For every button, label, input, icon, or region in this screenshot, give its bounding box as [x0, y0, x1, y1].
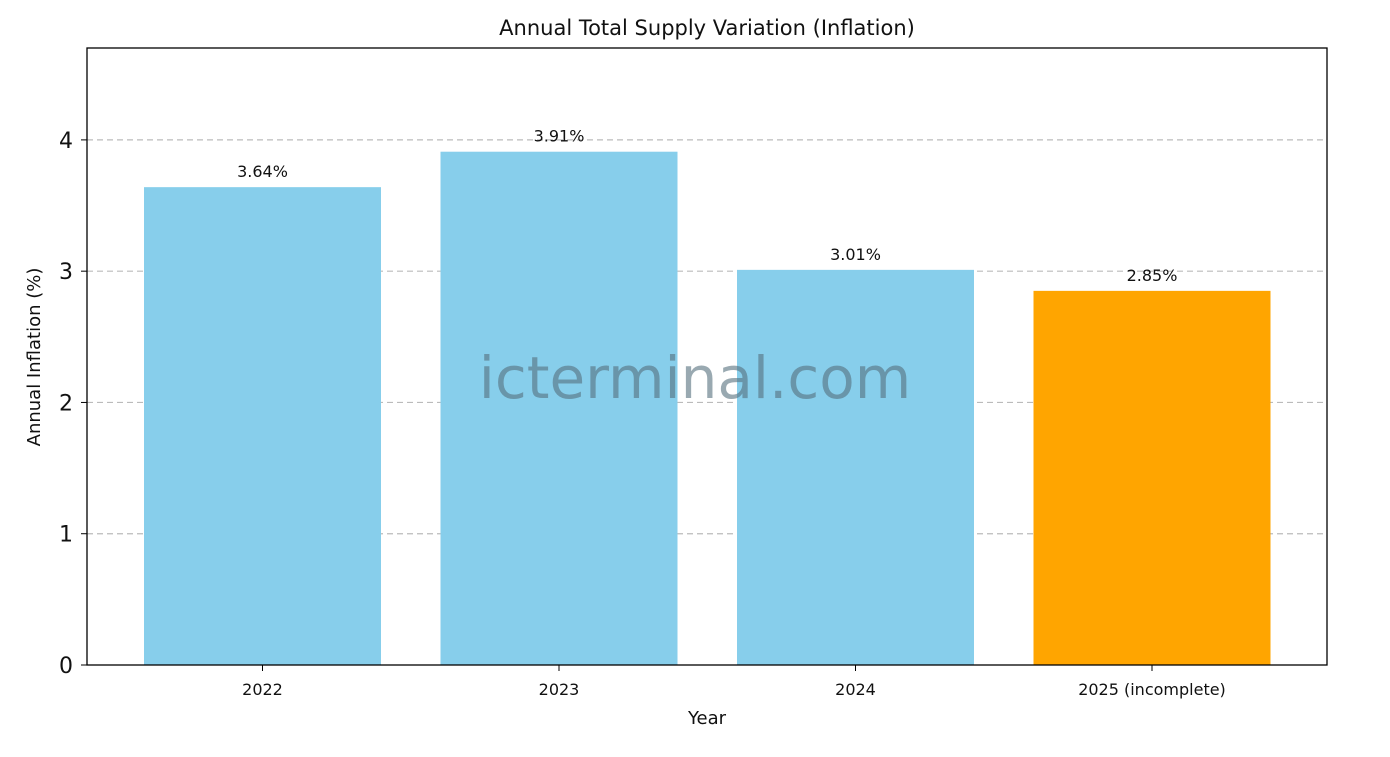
x-tick-label: 2022 [242, 680, 283, 699]
bar-2025 [1033, 290, 1271, 665]
data-label: 2.85% [1127, 266, 1178, 285]
bar-2023 [440, 151, 678, 666]
y-tick-label: 1 [59, 523, 73, 548]
data-label: 3.01% [830, 245, 881, 264]
data-label: 3.91% [534, 127, 585, 146]
x-axis-label: Year [687, 708, 727, 729]
y-tick-label: 2 [59, 391, 73, 416]
y-tick-label: 0 [59, 654, 73, 679]
x-tick-label: 2024 [835, 680, 876, 699]
y-axis-label: Annual Inflation (%) [24, 268, 45, 447]
plot-frame [86, 47, 1328, 666]
x-tick-label: 2025 (incomplete) [1078, 680, 1226, 699]
watermark: icterminal.com [479, 344, 912, 412]
data-label: 3.64% [237, 162, 288, 181]
y-tick-label: 4 [59, 129, 73, 154]
x-tick-label: 2023 [539, 680, 580, 699]
bar-2024 [737, 269, 974, 665]
bar-2022 [144, 187, 381, 665]
chart-title: Annual Total Supply Variation (Inflation… [499, 16, 915, 40]
y-tick-label: 3 [59, 260, 73, 285]
